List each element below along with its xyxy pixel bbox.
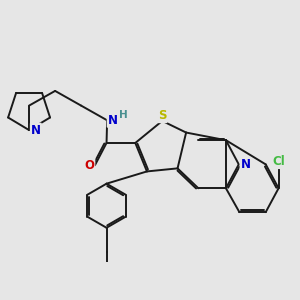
Text: H: H [119,110,128,120]
Text: O: O [84,159,94,172]
Text: Cl: Cl [272,155,285,168]
Text: N: N [241,158,250,171]
Text: S: S [158,109,166,122]
Text: N: N [31,124,41,136]
Text: N: N [108,114,118,127]
